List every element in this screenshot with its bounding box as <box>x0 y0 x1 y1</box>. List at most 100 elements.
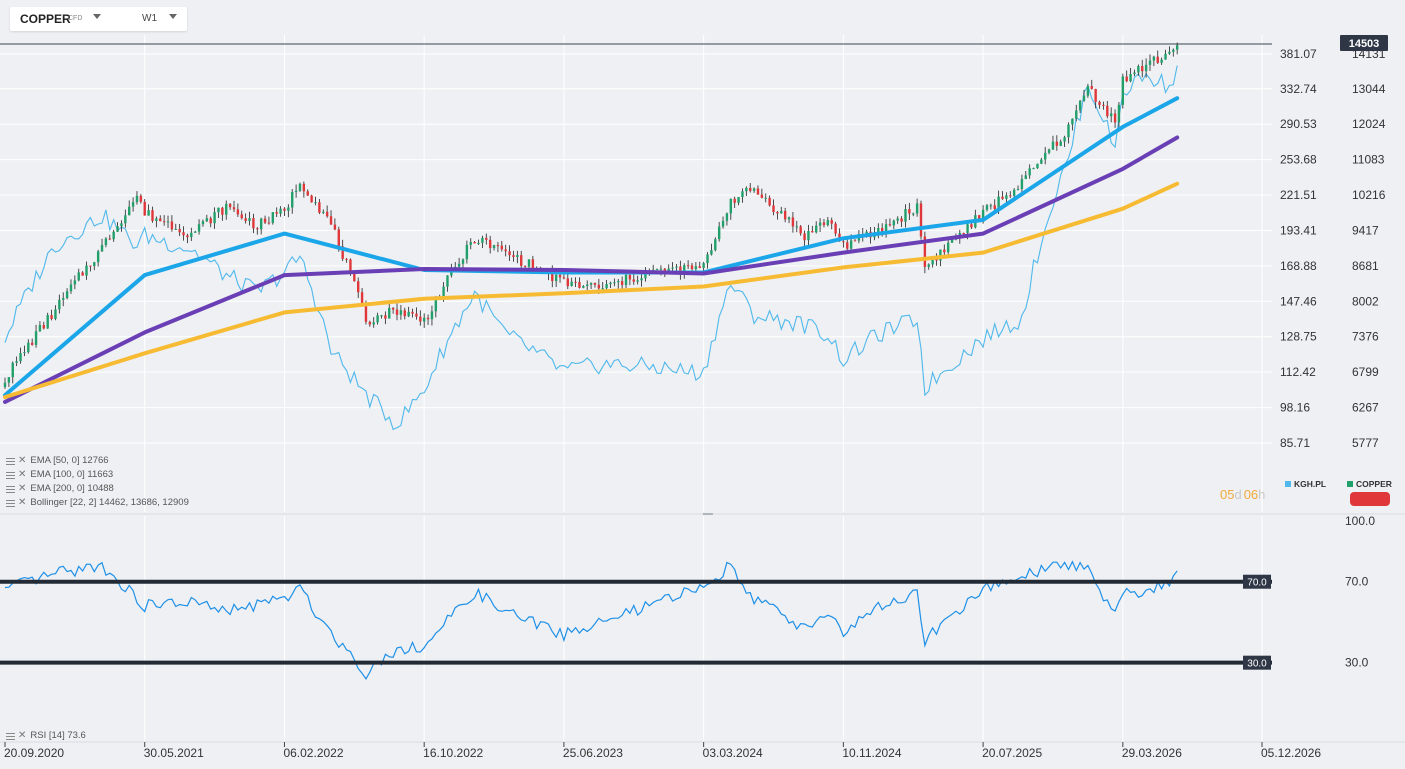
candle-body <box>170 221 174 230</box>
rsi-axis-tick: 100.0 <box>1345 514 1375 528</box>
timeframe-dropdown-caret-icon[interactable] <box>169 14 177 19</box>
candle-body <box>919 203 923 237</box>
price-axis-left-tick: 147.46 <box>1280 294 1317 308</box>
candle-body <box>725 213 729 221</box>
rsi-axis: 100.0 70.0 30.0 <box>1345 514 1375 670</box>
indicator-settings-icon[interactable] <box>6 732 16 740</box>
indicator-remove-icon[interactable]: ✕ <box>18 455 27 466</box>
indicator-remove-icon[interactable]: ✕ <box>18 469 27 480</box>
candle-body <box>162 221 166 223</box>
candle-body <box>628 274 632 280</box>
candle-body <box>190 232 193 238</box>
candle-body <box>884 224 888 233</box>
candle-body <box>624 274 628 286</box>
copper-legend-badge[interactable] <box>1350 492 1390 506</box>
candle-body <box>244 218 247 222</box>
indicator-settings-icon[interactable] <box>6 471 16 479</box>
candle-body <box>461 259 465 264</box>
candle-body <box>698 266 701 268</box>
price-axis-right-tick: 7376 <box>1352 330 1379 344</box>
candle-body <box>166 221 170 223</box>
candle-body <box>516 255 519 257</box>
candle-body <box>256 228 259 230</box>
candle-body <box>228 203 232 208</box>
candle-body <box>62 297 65 300</box>
indicator-remove-icon[interactable]: ✕ <box>18 730 27 741</box>
candle-body <box>931 259 934 265</box>
indicator-ema200[interactable]: ✕ EMA [200, 0] 10488 <box>6 483 114 494</box>
panel-resize-handle[interactable] <box>703 513 713 515</box>
panel-divider[interactable] <box>0 513 1405 515</box>
candle-body <box>737 197 740 203</box>
candle-body <box>551 270 554 282</box>
candle-body <box>1086 86 1090 96</box>
indicator-remove-icon[interactable]: ✕ <box>18 483 27 494</box>
candle-body <box>970 224 973 228</box>
indicator-bollinger[interactable]: ✕ Bollinger [22, 2] 14462, 13686, 12909 <box>6 497 189 508</box>
candle-body <box>760 194 764 198</box>
candle-body <box>1071 118 1074 125</box>
candle-body <box>174 228 177 230</box>
candle-body <box>1082 95 1086 101</box>
candle-body <box>298 183 302 191</box>
symbol-dropdown-caret-icon[interactable] <box>93 14 101 19</box>
candle-body <box>186 235 189 238</box>
price-axis-right-tick: 6267 <box>1352 401 1379 415</box>
candle-body <box>1164 53 1167 60</box>
candle-body <box>384 315 387 319</box>
price-axis-left-tick: 381.07 <box>1280 47 1317 61</box>
candle-body <box>531 259 535 270</box>
candle-body <box>904 209 907 222</box>
candle-body <box>473 242 476 244</box>
candle-body <box>360 292 364 305</box>
candle-body <box>1106 105 1109 117</box>
candle-body <box>263 218 267 223</box>
price-axis-right-tick: 8002 <box>1352 294 1379 308</box>
candle-body <box>58 299 61 310</box>
candle-body <box>15 361 18 363</box>
candle-body <box>803 233 806 241</box>
price-axis-right: 1413113044120241108310216941786818002737… <box>1352 47 1386 450</box>
candle-body <box>469 242 472 245</box>
indicator-settings-icon[interactable] <box>6 485 16 493</box>
indicator-remove-icon[interactable]: ✕ <box>18 497 27 508</box>
candle-body <box>1012 189 1016 196</box>
candle-body <box>485 237 488 240</box>
candle-body <box>302 183 306 192</box>
candle-body <box>554 274 558 282</box>
candle-body <box>1063 137 1066 142</box>
indicator-settings-icon[interactable] <box>6 499 16 507</box>
candle-body <box>1043 152 1047 160</box>
candle-body <box>1020 179 1024 190</box>
candle-body <box>1141 66 1144 72</box>
candle-body <box>38 325 42 332</box>
indicator-settings-icon[interactable] <box>6 457 16 465</box>
candle-body <box>849 240 853 249</box>
candle-body <box>795 226 798 228</box>
timeframe-select[interactable]: W1 <box>142 13 157 24</box>
indicator-rsi[interactable]: ✕ RSI [14] 73.6 <box>6 730 86 741</box>
price-axis-left: 381.07 332.74 290.53 253.68 221.51 193.41 168.… <box>1280 47 1317 450</box>
price-axis-left-tick: 253.68 <box>1280 153 1317 167</box>
candle-body <box>419 316 422 322</box>
candle-body <box>749 187 752 191</box>
candle-body <box>962 233 965 235</box>
indicator-ema50[interactable]: ✕ EMA [50, 0] 12766 <box>6 455 109 466</box>
candle-body <box>912 213 915 215</box>
candle-body <box>815 225 818 233</box>
candle-body <box>1148 60 1152 65</box>
candle-body <box>1005 195 1008 199</box>
candle-body <box>1078 100 1082 111</box>
candle-body <box>1144 64 1148 72</box>
time-axis: 20.09.2020 30.05.2021 06.02.2022 16.10.2022… <box>0 741 1405 760</box>
candle-body <box>1160 59 1163 63</box>
candle-body <box>450 269 453 276</box>
candle-body <box>322 211 325 213</box>
symbol-name[interactable]: COPPER <box>20 12 71 26</box>
candle-body <box>558 274 562 278</box>
candle-body <box>586 284 589 287</box>
indicator-ema100[interactable]: ✕ EMA [100, 0] 11663 <box>6 469 113 480</box>
candle-body <box>108 238 111 240</box>
candle-body <box>706 254 709 264</box>
